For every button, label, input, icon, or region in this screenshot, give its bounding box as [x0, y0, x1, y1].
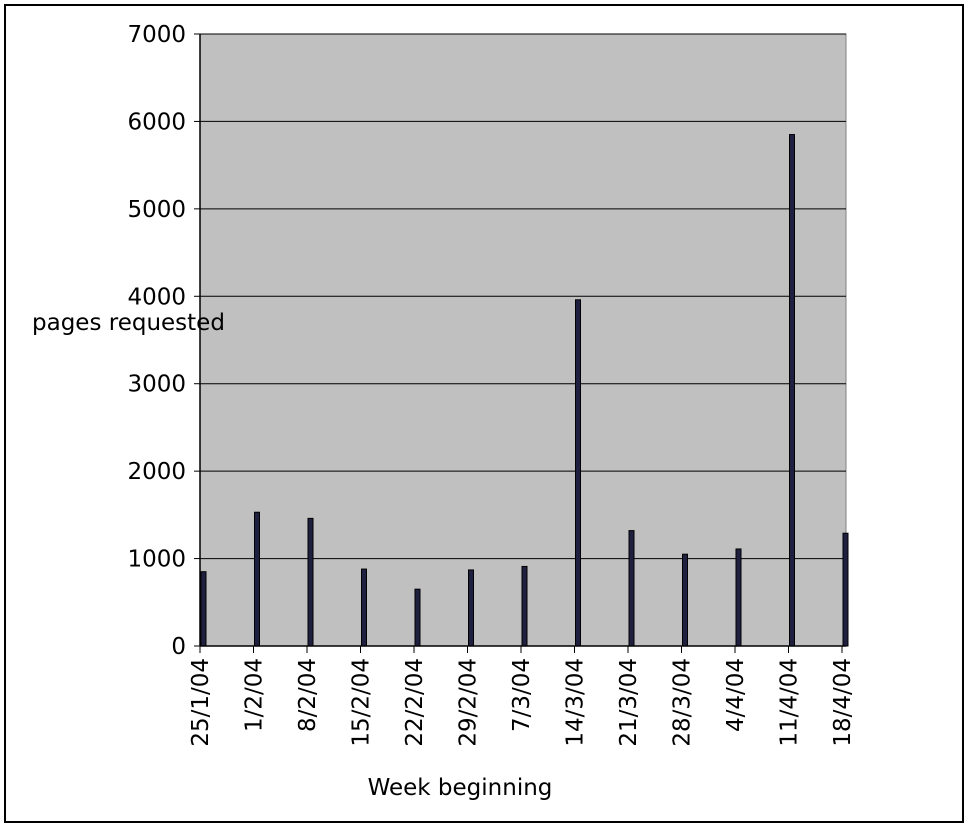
y-axis-label: pages requested — [32, 310, 225, 336]
bar — [200, 571, 207, 647]
x-tick-label: 28/3/04 — [670, 658, 696, 747]
y-tick-label: 2000 — [127, 459, 186, 485]
x-tick-label: 7/3/04 — [509, 658, 535, 732]
x-tick-label: 1/2/04 — [242, 658, 268, 732]
y-tick-label: 3000 — [127, 372, 186, 398]
y-tick-label: 4000 — [127, 284, 186, 310]
bar — [735, 548, 742, 647]
y-tick-label: 5000 — [127, 197, 186, 223]
bar — [628, 530, 635, 647]
bar — [254, 511, 260, 647]
bar — [521, 565, 528, 647]
bar — [414, 588, 421, 647]
y-tick-label: 0 — [171, 634, 186, 660]
x-tick-label: 8/2/04 — [295, 658, 321, 732]
x-axis-label: Week beginning — [368, 775, 553, 801]
y-tick-labels: 0 1000 2000 3000 4000 5000 6000 7000 — [127, 22, 186, 660]
x-tick-label: 22/2/04 — [402, 658, 428, 747]
plot-area — [199, 33, 847, 647]
y-tick-label: 6000 — [127, 109, 186, 135]
axes — [194, 33, 846, 653]
bar — [575, 299, 581, 647]
x-tick-label: 21/3/04 — [616, 658, 642, 747]
x-tick-label: 15/2/04 — [349, 658, 375, 747]
y-tick-label: 7000 — [127, 22, 186, 48]
x-tick-labels: 25/1/04 1/2/04 8/2/04 15/2/04 22/2/04 29/2/04… — [188, 658, 856, 747]
x-tick-label: 25/1/04 — [188, 658, 214, 747]
bar — [307, 517, 314, 647]
bar — [789, 134, 795, 647]
x-tick-label: 11/4/04 — [777, 658, 803, 747]
bar — [842, 532, 849, 647]
x-tick-label: 4/4/04 — [723, 658, 749, 732]
x-tick-label: 29/2/04 — [456, 658, 482, 747]
x-tick-label: 14/3/04 — [563, 658, 589, 747]
bar — [682, 553, 688, 647]
y-tick-label: 1000 — [127, 547, 186, 573]
bar — [361, 568, 367, 647]
bar — [468, 569, 474, 647]
x-tick-label: 18/4/04 — [830, 658, 856, 747]
